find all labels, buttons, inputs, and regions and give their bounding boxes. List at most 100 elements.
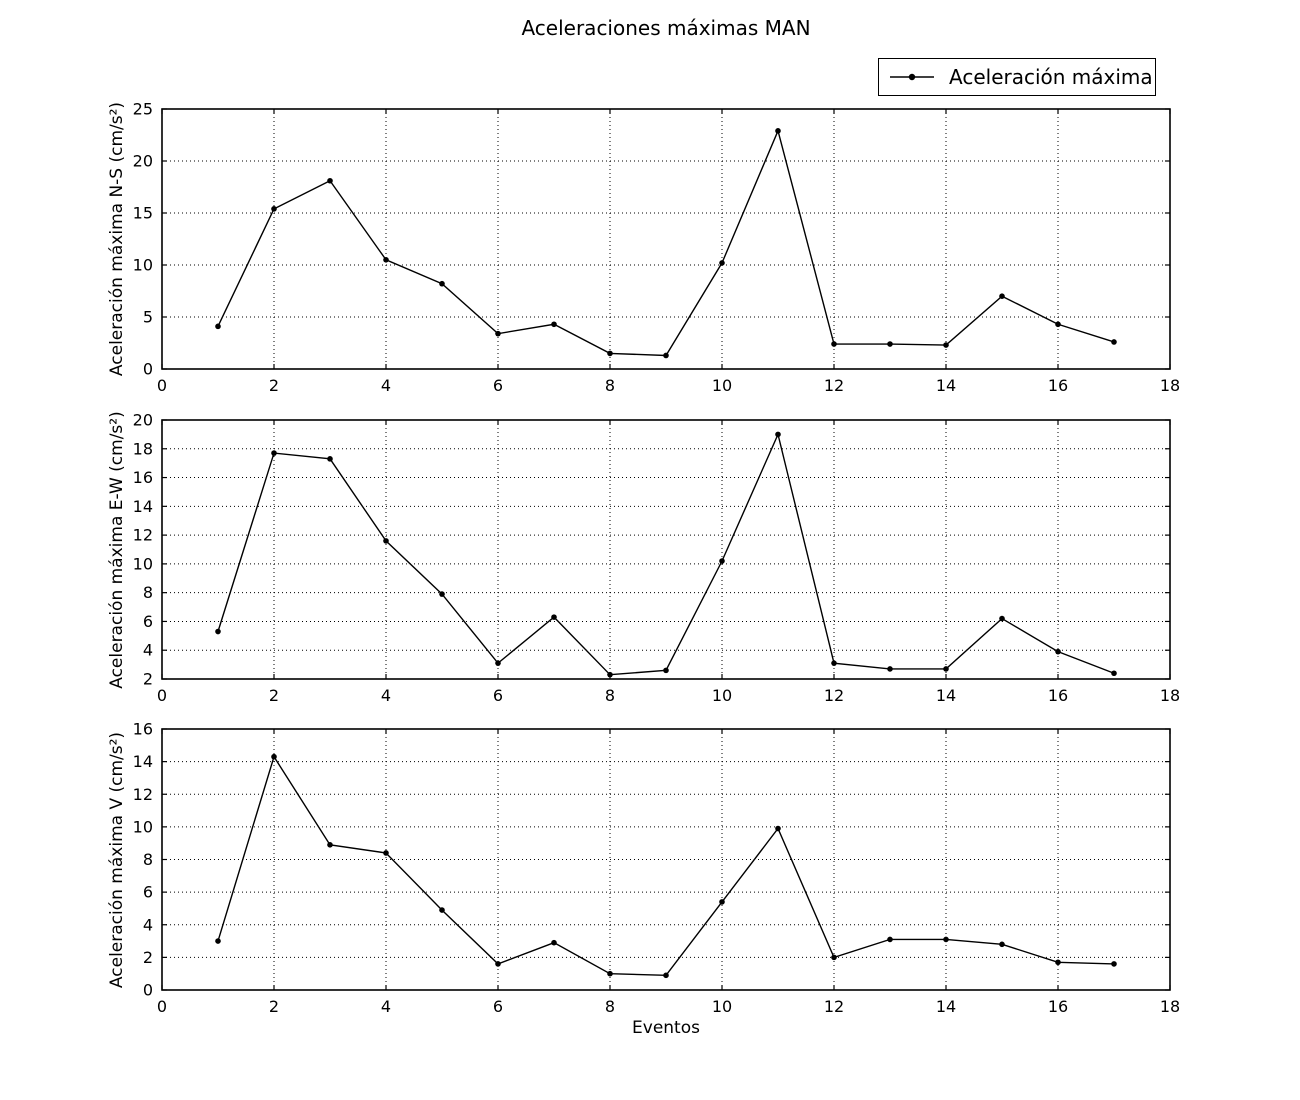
xlabel-eventos: Eventos xyxy=(632,1018,700,1038)
y-tick-label: 16 xyxy=(133,468,153,487)
data-point xyxy=(383,257,389,263)
x-tick-label: 16 xyxy=(1048,376,1068,395)
x-tick-label: 18 xyxy=(1160,376,1180,395)
x-tick-label: 12 xyxy=(824,997,844,1016)
data-point xyxy=(607,671,613,678)
x-tick-label: 8 xyxy=(605,376,615,395)
subplot-v: 0 2 4 6 8 10 12 14 16 18 0 2 4 6 8 10 12 14 16 xyxy=(133,720,1181,1017)
y-tick-label: 8 xyxy=(143,583,153,602)
y-tick-label: 12 xyxy=(133,785,153,804)
x-tick-label: 14 xyxy=(936,997,956,1016)
data-point xyxy=(607,970,613,977)
subplot-ns: 0 2 4 6 8 10 12 14 16 18 0 5 10 15 20 25 xyxy=(133,100,1181,396)
data-point xyxy=(1111,339,1117,345)
y-tick-label: 10 xyxy=(133,554,153,573)
figure-title: Aceleraciones máximas MAN xyxy=(521,16,811,40)
x-tick-label: 12 xyxy=(824,376,844,395)
x-tick-label: 0 xyxy=(157,376,167,395)
x-tick-label: 10 xyxy=(712,376,732,395)
data-point xyxy=(327,842,333,848)
data-point xyxy=(551,321,557,328)
x-tick-label: 6 xyxy=(493,376,503,395)
y-tick-label: 10 xyxy=(133,256,153,275)
data-point xyxy=(439,591,445,597)
data-point xyxy=(1055,321,1061,328)
axes-frame xyxy=(161,108,1171,370)
x-tick-label: 2 xyxy=(269,997,279,1016)
y-tick-label: 6 xyxy=(143,612,153,631)
data-point xyxy=(607,350,613,357)
data-point xyxy=(551,614,557,620)
y-tick-label: 15 xyxy=(133,204,153,223)
y-tick-label: 0 xyxy=(143,360,153,379)
data-point xyxy=(1055,959,1061,966)
data-point xyxy=(887,341,893,347)
data-point xyxy=(495,660,501,666)
x-tick-label: 16 xyxy=(1048,686,1068,705)
data-point xyxy=(271,753,277,760)
x-tick-label: 0 xyxy=(157,997,167,1016)
x-tick-label: 16 xyxy=(1048,997,1068,1016)
legend-label: Aceleración máxima xyxy=(949,65,1153,89)
data-point xyxy=(271,450,277,456)
y-tick-label: 8 xyxy=(143,850,153,869)
data-point xyxy=(383,850,389,856)
data-point xyxy=(1111,670,1117,677)
x-tick-label: 10 xyxy=(712,997,732,1016)
x-tick-label: 18 xyxy=(1160,997,1180,1016)
x-tick-label: 8 xyxy=(605,686,615,705)
x-tick-label: 12 xyxy=(824,686,844,705)
data-point xyxy=(271,206,277,212)
data-point xyxy=(943,342,949,348)
data-point xyxy=(719,899,725,905)
data-point xyxy=(887,666,893,672)
data-point xyxy=(999,293,1005,300)
y-tick-label: 4 xyxy=(143,915,153,934)
x-tick-label: 18 xyxy=(1160,686,1180,705)
data-point xyxy=(495,330,501,337)
data-point xyxy=(1111,961,1117,967)
data-point xyxy=(663,972,669,979)
y-tick-label: 2 xyxy=(143,948,153,967)
x-tick-label: 14 xyxy=(936,686,956,705)
data-point xyxy=(215,628,221,635)
legend: Aceleración máxima xyxy=(878,58,1156,96)
y-tick-label: 20 xyxy=(133,411,153,430)
y-tick-label: 14 xyxy=(133,497,153,516)
y-tick-label: 4 xyxy=(143,641,153,660)
y-tick-label: 6 xyxy=(143,883,153,902)
data-point xyxy=(215,938,221,944)
x-tick-label: 8 xyxy=(605,997,615,1016)
x-tick-label: 14 xyxy=(936,376,956,395)
data-point xyxy=(327,177,333,184)
data-point xyxy=(495,961,501,967)
data-point xyxy=(663,667,669,674)
y-tick-label: 10 xyxy=(133,817,153,836)
data-point xyxy=(719,260,725,266)
data-point xyxy=(215,323,221,330)
y-tick-label: 5 xyxy=(143,308,153,327)
x-tick-label: 2 xyxy=(269,686,279,705)
data-point xyxy=(719,558,725,564)
y-tick-label: 25 xyxy=(133,100,153,119)
x-tick-label: 10 xyxy=(712,686,732,705)
legend-line-sample-icon xyxy=(890,73,934,81)
legend-dot xyxy=(908,73,916,81)
data-point xyxy=(831,954,837,961)
y-tick-label: 12 xyxy=(133,526,153,545)
data-point xyxy=(327,456,333,462)
data-point xyxy=(439,280,445,287)
data-line xyxy=(217,432,1115,676)
y-tick-label: 18 xyxy=(133,439,153,458)
y-tick-label: 2 xyxy=(143,670,153,689)
y-tick-label: 16 xyxy=(133,720,153,739)
data-point xyxy=(999,941,1005,948)
y-tick-label: 14 xyxy=(133,752,153,771)
y-tick-label: 0 xyxy=(143,981,153,1000)
axes-frame xyxy=(161,419,1171,680)
data-point xyxy=(663,352,669,359)
x-tick-label: 6 xyxy=(493,997,503,1016)
data-point xyxy=(831,341,837,347)
data-point xyxy=(383,538,389,544)
